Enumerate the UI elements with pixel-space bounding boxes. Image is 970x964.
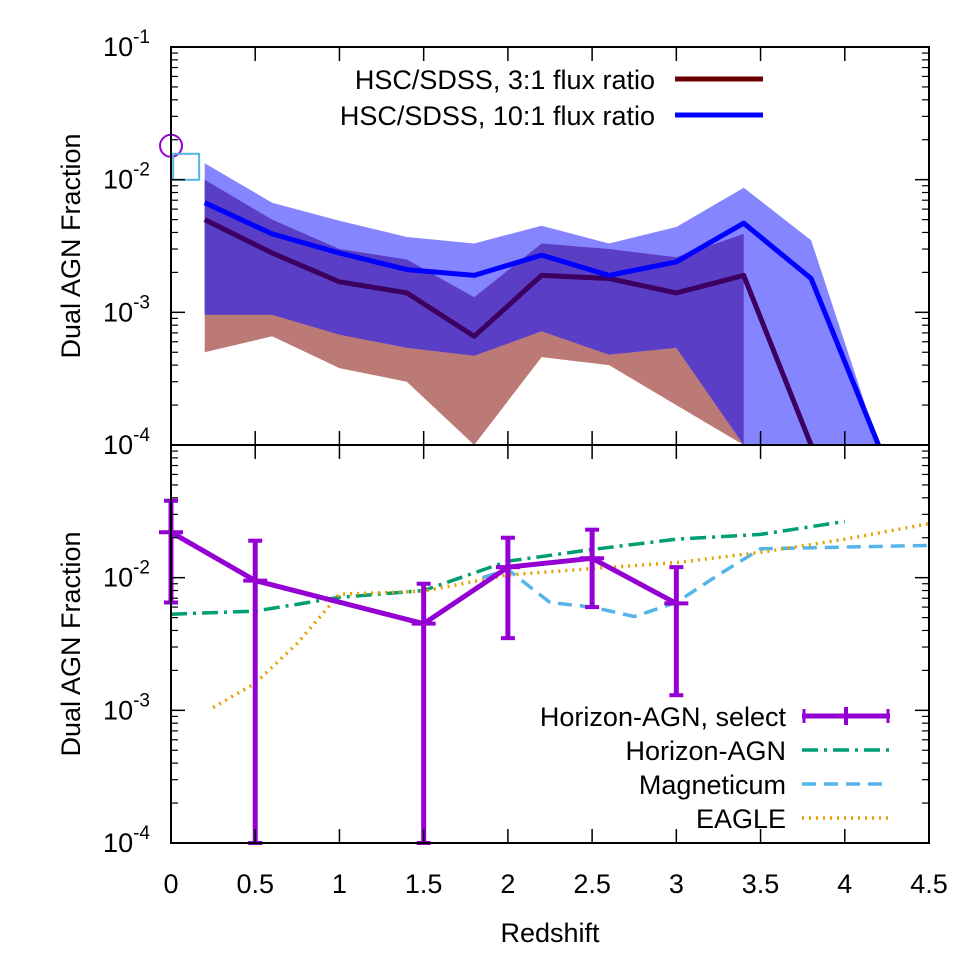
top-y-tick-label: 10-4 — [103, 425, 150, 460]
tick-base: 10 — [103, 828, 133, 858]
top-y-tick-label: 10-1 — [103, 27, 150, 62]
top-y-tick-label: 10-3 — [103, 292, 150, 327]
legend-label: EAGLE — [696, 804, 786, 834]
top-panel-lines — [203, 200, 881, 445]
x-tick-label: 0 — [163, 869, 178, 899]
line-3to1 — [203, 217, 814, 445]
x-tick-label: 0.5 — [236, 869, 274, 899]
line-10to1 — [203, 200, 881, 445]
legend-label: Magneticum — [639, 770, 786, 800]
legend-label: HSC/SDSS, 10:1 flux ratio — [340, 101, 655, 131]
tick-exponent: -1 — [133, 27, 150, 48]
top-y-tick-label: 10-2 — [103, 160, 150, 195]
x-tick-label: 1 — [332, 869, 347, 899]
errorbar — [664, 565, 689, 698]
bottom-y-tick-label: 10-2 — [103, 558, 150, 593]
x-tick-label: 4.5 — [910, 869, 948, 899]
band-overlap — [204, 179, 744, 445]
x-tick-label: 1.5 — [405, 869, 443, 899]
observed-square-marker — [172, 152, 201, 181]
tick-base: 10 — [103, 32, 133, 62]
bottom-panel-errorbars — [159, 498, 689, 845]
legend-label: HSC/SDSS, 3:1 flux ratio — [355, 65, 655, 95]
axes-frames — [170, 46, 930, 844]
x-tick-label: 3 — [669, 869, 684, 899]
line-magneticum — [482, 543, 929, 619]
top-panel-bands — [204, 163, 879, 445]
line-eagle — [212, 521, 929, 710]
bottom-panel-frame — [170, 444, 930, 844]
tick-base: 10 — [103, 563, 133, 593]
errorbar — [243, 538, 268, 845]
legend-label: Horizon-AGN, select — [540, 702, 787, 732]
tick-labels: 10-410-310-210-110-410-310-20 0.5 1 1.5 2 2.5… — [103, 27, 948, 899]
errorbar — [411, 581, 436, 845]
bottom-panel-lines — [171, 519, 929, 710]
legend-label: Horizon-AGN — [625, 736, 786, 766]
bottom-y-tick-label: 10-3 — [103, 690, 150, 725]
x-tick-label: 2.5 — [573, 869, 611, 899]
x-tick-label: 4 — [837, 869, 852, 899]
tick-base: 10 — [103, 165, 133, 195]
tick-base: 10 — [103, 430, 133, 460]
line-horizon-agn-select — [171, 530, 678, 627]
tick-exponent: -4 — [133, 823, 150, 844]
tick-exponent: -3 — [133, 690, 150, 711]
top-legend: HSC/SDSS, 3:1 flux ratio HSC/SDSS, 10:1 f… — [340, 65, 763, 131]
x-tick-label: 2 — [500, 869, 515, 899]
x-axis-label: Redshift — [500, 918, 600, 948]
tick-exponent: -4 — [133, 425, 150, 446]
bottom-legend: Horizon-AGN, select Horizon-AGN Magneticum… — [540, 702, 890, 834]
x-tick-label: 3.5 — [742, 869, 780, 899]
tick-base: 10 — [103, 297, 133, 327]
top-ylabel: Dual AGN Fraction — [56, 133, 86, 358]
tick-base: 10 — [103, 695, 133, 725]
tick-exponent: -2 — [133, 558, 150, 579]
tick-exponent: -2 — [133, 160, 150, 181]
tick-exponent: -3 — [133, 292, 150, 313]
axes-ticks — [170, 46, 930, 844]
bottom-ylabel: Dual AGN Fraction — [56, 531, 86, 756]
errorbar — [580, 527, 605, 610]
top-panel-markers — [159, 133, 201, 181]
errorbar — [495, 535, 520, 641]
bottom-y-tick-label: 10-4 — [103, 823, 150, 858]
